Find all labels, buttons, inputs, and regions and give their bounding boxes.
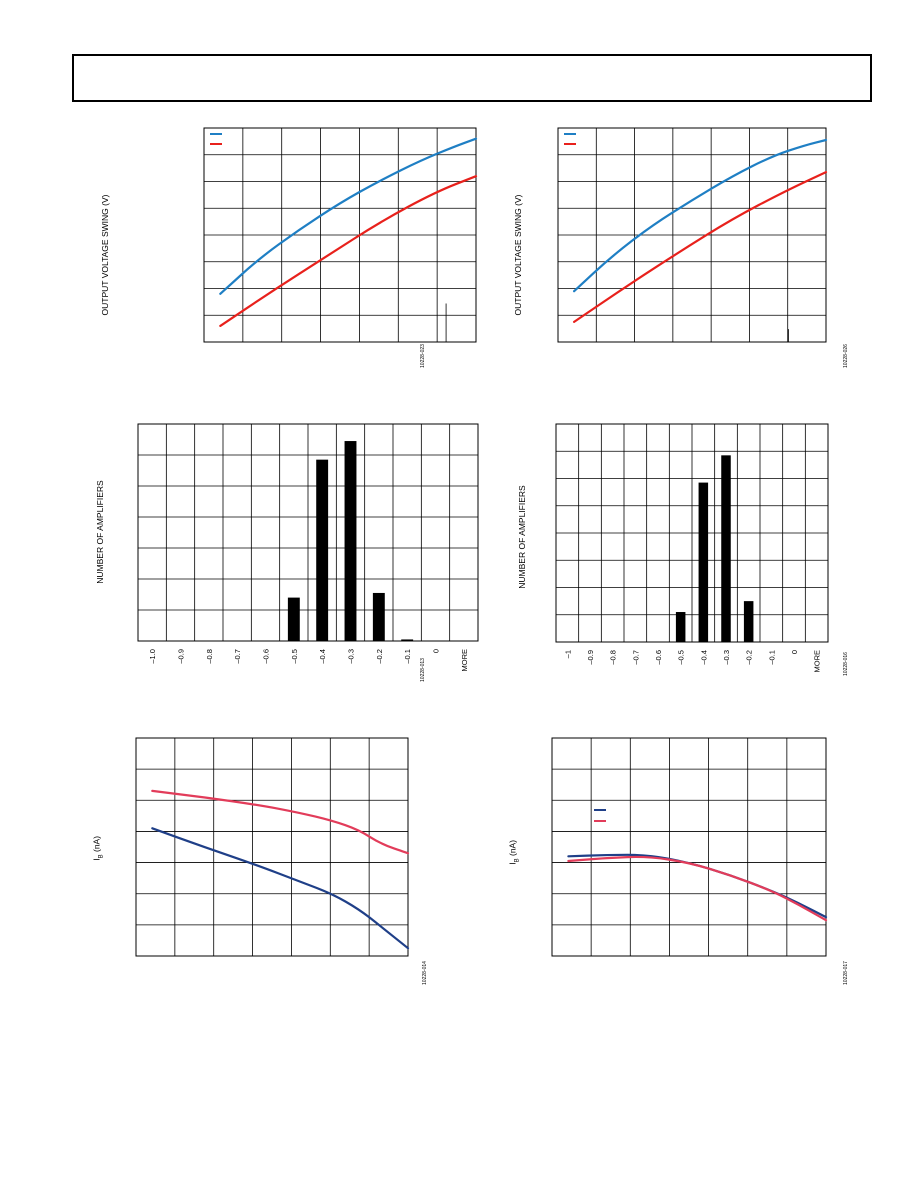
series-line-0 — [151, 827, 410, 950]
histogram-bar — [721, 455, 731, 642]
y-axis-subscript: B — [98, 854, 105, 859]
x-tick-label: MORE — [813, 650, 822, 673]
figure-id: 10228-013 — [420, 658, 426, 682]
x-tick-label: –0.1 — [767, 650, 776, 665]
chart-svg — [203, 127, 478, 343]
page-header-box — [72, 54, 872, 102]
x-tick-label: –0.4 — [699, 650, 708, 665]
x-tick-label: 0 — [790, 650, 799, 654]
x-tick-label: 0 — [432, 649, 441, 653]
figure-id: 10228-026 — [843, 344, 849, 368]
chart-svg — [551, 737, 828, 957]
figure-id: 10228-017 — [843, 961, 849, 985]
histogram-bar — [698, 482, 709, 642]
chart-svg — [557, 127, 828, 343]
chart-output-voltage-swing-left: OUTPUT VOLTAGE SWING (V) 10228-023 — [70, 120, 478, 390]
histogram-bar — [743, 601, 754, 642]
chart-input-bias-current-right: IB (nA) 10228-017 — [490, 728, 870, 998]
chart-histogram-left: –1.0 –0.9 –0.8 –0.7 –0.6 –0.5 –0.4 –0.3 –0.2 –0.1… — [70, 415, 479, 705]
x-tick-label: –1 — [563, 650, 572, 658]
chart-svg: –1 –0.9 –0.8 –0.7 –0.6 –0.5 –0.4 –0.3 –0.2 –0.1 0 M… — [555, 423, 829, 673]
y-axis-subscript: B — [514, 858, 521, 863]
y-axis-symbol: I — [91, 858, 102, 861]
histogram-bar — [401, 639, 414, 641]
chart-histogram-right: –1 –0.9 –0.8 –0.7 –0.6 –0.5 –0.4 –0.3 –0.2 –0.1 0 M… — [490, 415, 870, 705]
series-line-1 — [151, 789, 410, 855]
x-tick-label: –0.5 — [290, 649, 299, 664]
y-axis-label: NUMBER OF AMPLIFIERS — [95, 480, 105, 584]
histogram-bar — [675, 612, 686, 642]
y-axis-label: OUTPUT VOLTAGE SWING (V) — [513, 194, 523, 316]
x-tick-label: –0.7 — [233, 649, 242, 664]
chart-output-voltage-swing-right: OUTPUT VOLTAGE SWING (V) 10228-026 — [490, 120, 870, 390]
x-tick-label: –0.4 — [318, 649, 327, 664]
chart-svg — [135, 737, 410, 957]
histogram-bar — [372, 592, 385, 641]
x-tick-label: –0.6 — [654, 650, 663, 665]
plot-frame — [551, 737, 827, 957]
figure-id: 10228-023 — [420, 344, 426, 368]
x-tick-label: MORE — [460, 649, 469, 672]
series-line-0 — [567, 853, 828, 919]
y-axis-label: NUMBER OF AMPLIFIERS — [517, 485, 527, 589]
series-line-1 — [219, 175, 478, 327]
x-tick-label: –0.8 — [205, 649, 214, 664]
plot-frame — [135, 737, 409, 957]
y-axis-unit: (nA) — [91, 835, 102, 855]
series-line-0 — [219, 137, 478, 295]
y-axis-symbol: I — [507, 862, 518, 865]
y-axis-label: OUTPUT VOLTAGE SWING (V) — [100, 194, 110, 316]
x-tick-label: –0.1 — [403, 649, 412, 664]
y-axis-label: IB (nA) — [508, 822, 521, 882]
x-tick-label: –0.6 — [262, 649, 271, 664]
x-tick-label: –0.3 — [347, 649, 356, 664]
y-axis-unit: (nA) — [507, 839, 518, 859]
x-tick-label: –0.8 — [609, 650, 618, 665]
figure-id: 10228-014 — [422, 961, 428, 985]
histogram-bar — [287, 597, 300, 641]
series-line-1 — [567, 855, 828, 922]
figure-id: 10228-016 — [843, 652, 849, 676]
x-tick-label: –0.2 — [745, 650, 754, 665]
x-tick-label: –0.7 — [631, 650, 640, 665]
histogram-bar — [344, 441, 357, 641]
series-line-0 — [573, 138, 828, 293]
x-tick-label: –1.0 — [148, 649, 157, 664]
series-line-1 — [573, 171, 828, 323]
chart-input-bias-current-left: IB (nA) 10228-014 — [70, 728, 450, 998]
x-tick-label: –0.9 — [177, 649, 186, 664]
x-tick-label: –0.5 — [677, 650, 686, 665]
x-tick-label: –0.2 — [375, 649, 384, 664]
x-tick-label: –0.9 — [586, 650, 595, 665]
chart-svg: –1.0 –0.9 –0.8 –0.7 –0.6 –0.5 –0.4 –0.3 –0.2 –0.1… — [137, 423, 479, 672]
y-axis-label: IB (nA) — [92, 818, 105, 878]
x-tick-label: –0.3 — [722, 650, 731, 665]
histogram-bar — [316, 459, 329, 641]
